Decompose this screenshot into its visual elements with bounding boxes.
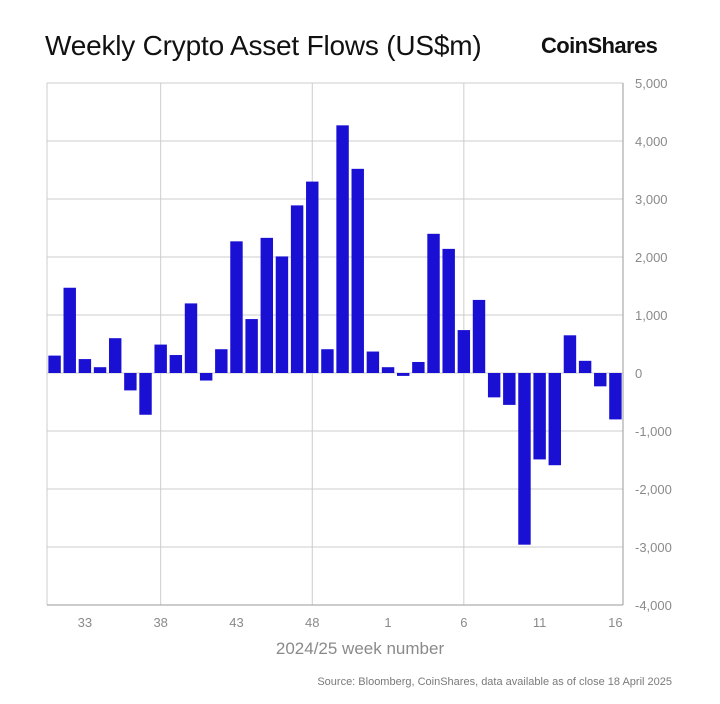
bar-week-35 — [108, 338, 122, 373]
bar-week-37 — [139, 373, 152, 415]
bar-week-10 — [518, 373, 531, 545]
bar-week-34 — [93, 367, 107, 373]
bar-week-39 — [169, 355, 183, 373]
x-tick-label: 16 — [608, 615, 622, 630]
y-tick-label: -2,000 — [635, 482, 672, 497]
bar-week-31 — [48, 355, 61, 373]
y-tick-label: 4,000 — [635, 134, 668, 149]
bar-week-13 — [563, 335, 577, 373]
bar-week-43 — [230, 241, 243, 373]
chart-title: Weekly Crypto Asset Flows (US$m) — [45, 30, 482, 61]
bar-week-49 — [321, 349, 334, 373]
y-tick-label: 2,000 — [635, 250, 668, 265]
bar-week-5 — [442, 248, 455, 373]
y-tick-label: -3,000 — [635, 540, 672, 555]
bar-week-48 — [306, 181, 319, 373]
bar-week-42 — [215, 349, 228, 373]
bar-week-14 — [578, 360, 592, 373]
bar-week-4 — [427, 233, 440, 373]
x-axis-title: 2024/25 week number — [276, 639, 445, 658]
x-tick-label: 33 — [78, 615, 92, 630]
bar-week-52 — [366, 351, 380, 373]
bar-week-38 — [154, 344, 167, 373]
x-tick-label: 48 — [305, 615, 319, 630]
bar-week-11 — [533, 373, 546, 460]
grid-lines — [47, 82, 623, 605]
bars — [48, 125, 622, 545]
bar-week-50 — [336, 125, 349, 373]
bar-week-47 — [290, 205, 304, 373]
x-tick-label: 11 — [533, 615, 547, 630]
bar-week-9 — [503, 373, 516, 405]
x-tick-label: 43 — [229, 615, 243, 630]
bar-week-33 — [78, 359, 92, 373]
bar-week-15 — [594, 373, 607, 387]
y-tick-label: 5,000 — [635, 76, 668, 91]
bar-week-40 — [184, 303, 198, 373]
y-tick-label: 0 — [635, 366, 642, 381]
bar-week-44 — [245, 319, 258, 373]
bar-week-36 — [124, 373, 137, 391]
bar-week-41 — [199, 373, 213, 381]
bar-week-6 — [457, 330, 471, 373]
bar-week-7 — [472, 299, 486, 373]
x-tick-label: 6 — [460, 615, 467, 630]
y-tick-label: -4,000 — [635, 598, 672, 613]
bar-week-16 — [609, 373, 622, 420]
x-tick-label: 1 — [384, 615, 391, 630]
coinshares-logo: CoinShares — [541, 33, 658, 58]
axes — [46, 83, 624, 606]
tick-labels: 5,000 4,000 3,000 2,000 1,000 0 -1,000 -2,000 -3… — [78, 76, 672, 658]
bar-week-3 — [412, 361, 425, 373]
bar-week-12 — [548, 373, 562, 466]
bar-week-2 — [396, 373, 410, 376]
bar-week-46 — [275, 256, 289, 373]
y-tick-label: 1,000 — [635, 308, 668, 323]
bar-week-8 — [487, 373, 501, 398]
y-tick-label: 3,000 — [635, 192, 668, 207]
y-tick-label: -1,000 — [635, 424, 672, 439]
source-note: Source: Bloomberg, CoinShares, data avai… — [317, 676, 672, 688]
bar-week-51 — [351, 168, 364, 373]
bar-week-32 — [63, 287, 76, 373]
bar-week-45 — [260, 237, 274, 373]
bar-week-1 — [381, 367, 395, 373]
x-tick-label: 38 — [153, 615, 167, 630]
